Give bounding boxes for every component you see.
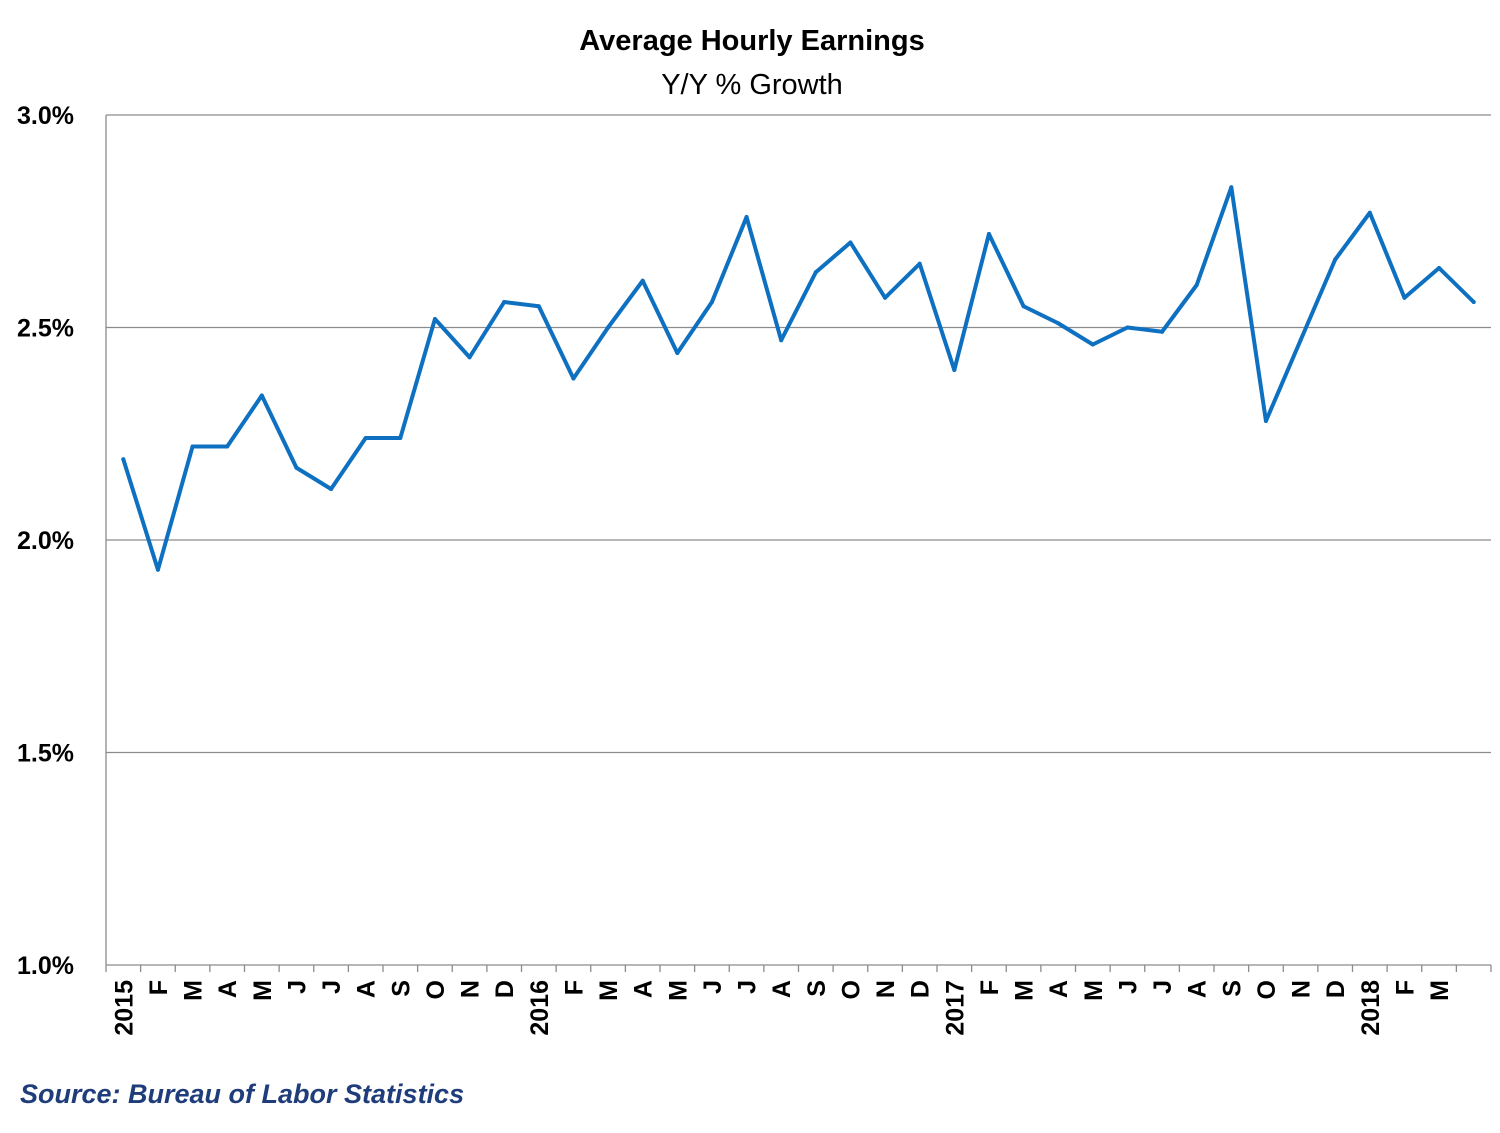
data-point bbox=[1021, 304, 1026, 309]
data-point bbox=[675, 351, 680, 355]
data-point bbox=[606, 325, 611, 330]
data-point bbox=[640, 278, 645, 283]
x-tick-label: M bbox=[249, 980, 277, 1001]
x-tick-label: J bbox=[283, 980, 311, 994]
data-point bbox=[1437, 266, 1442, 270]
x-tick-label: N bbox=[1288, 980, 1316, 998]
data-point bbox=[259, 393, 264, 398]
data-point bbox=[1090, 342, 1095, 347]
y-tick-label: 2.0% bbox=[17, 527, 74, 555]
x-tick-label: J bbox=[1114, 980, 1142, 994]
x-tick-label: A bbox=[214, 980, 242, 998]
source-note: Source: Bureau of Labor Statistics bbox=[20, 1079, 464, 1109]
x-tick-label: F bbox=[1391, 980, 1419, 995]
data-point bbox=[709, 300, 714, 304]
x-tick-label: A bbox=[353, 980, 381, 998]
x-tick-label: F bbox=[145, 980, 173, 995]
x-tick-label: D bbox=[1322, 980, 1350, 998]
x-tick-label: M bbox=[1426, 980, 1454, 1001]
data-point bbox=[294, 465, 299, 470]
data-point bbox=[571, 376, 576, 381]
data-point bbox=[1471, 300, 1476, 304]
x-tick-label: A bbox=[630, 980, 658, 998]
data-point bbox=[536, 304, 541, 309]
data-point bbox=[952, 368, 957, 372]
data-point bbox=[432, 317, 437, 321]
gridlines bbox=[106, 114, 1491, 754]
data-point bbox=[1160, 329, 1165, 334]
x-tick-label: A bbox=[1184, 980, 1212, 998]
data-point bbox=[1229, 185, 1234, 190]
data-point bbox=[502, 300, 507, 304]
data-point bbox=[744, 215, 749, 219]
x-tick-label: D bbox=[907, 980, 935, 998]
x-tick-label: S bbox=[387, 980, 415, 997]
x-tick-label: N bbox=[872, 980, 900, 998]
data-point bbox=[986, 232, 991, 236]
y-tick-label: 1.5% bbox=[17, 740, 74, 768]
x-tick-label: N bbox=[457, 980, 485, 998]
x-tick-label: D bbox=[491, 980, 519, 998]
data-point bbox=[883, 295, 888, 300]
x-axis-tick-labels: 2015 F M A M J J A S O N D 2016 F M A M J J A S O N D 2017 F M A M J J… bbox=[110, 980, 1454, 1036]
x-tick-label: S bbox=[1218, 980, 1246, 997]
data-point bbox=[329, 487, 334, 491]
data-point bbox=[467, 355, 472, 360]
chart-title: Average Hourly Earnings bbox=[579, 25, 924, 57]
x-tick-label: M bbox=[1011, 980, 1039, 1001]
x-tick-label: 2017 bbox=[941, 980, 969, 1036]
y-tick-label: 2.5% bbox=[17, 315, 74, 343]
y-tick-label: 3.0% bbox=[17, 102, 74, 130]
x-tick-label: F bbox=[976, 980, 1004, 995]
series-layer bbox=[121, 185, 1476, 572]
chart-subtitle: Y/Y % Growth bbox=[661, 69, 843, 101]
x-tick-label: J bbox=[734, 980, 762, 994]
data-point bbox=[1333, 257, 1338, 262]
x-tick-label: M bbox=[595, 980, 623, 1001]
x-tick-label: F bbox=[560, 980, 588, 995]
x-tick-label: M bbox=[1080, 980, 1108, 1001]
x-tick-label: 2018 bbox=[1357, 980, 1385, 1036]
data-point bbox=[1194, 283, 1199, 287]
data-point bbox=[190, 444, 195, 449]
x-tick-label: J bbox=[1149, 980, 1177, 994]
x-tick-label: 2015 bbox=[110, 980, 138, 1036]
data-point bbox=[363, 436, 368, 440]
data-point bbox=[155, 567, 160, 572]
axes bbox=[105, 115, 1492, 972]
x-tick-label: A bbox=[1045, 980, 1073, 998]
x-tick-label: 2016 bbox=[526, 980, 554, 1036]
x-tick-label: S bbox=[803, 980, 831, 997]
data-point bbox=[1125, 325, 1130, 330]
data-point bbox=[398, 436, 403, 440]
data-point bbox=[121, 457, 126, 462]
data-point bbox=[1402, 295, 1407, 300]
x-tick-label: O bbox=[1253, 980, 1281, 999]
data-point bbox=[1056, 321, 1061, 326]
data-point bbox=[813, 270, 818, 275]
y-tick-label: 1.0% bbox=[17, 952, 74, 980]
y-axis-tick-labels: 3.0% 2.5% 2.0% 1.5% 1.0% bbox=[17, 102, 74, 980]
data-point bbox=[848, 240, 853, 245]
x-tick-label: A bbox=[768, 980, 796, 998]
series-line bbox=[121, 185, 1476, 572]
data-point bbox=[1263, 419, 1268, 423]
x-tick-label: O bbox=[422, 980, 450, 999]
x-tick-label: J bbox=[318, 980, 346, 994]
data-point bbox=[917, 261, 922, 266]
x-tick-label: M bbox=[664, 980, 692, 1001]
data-point bbox=[779, 338, 784, 343]
data-point bbox=[1367, 210, 1372, 215]
x-tick-label: O bbox=[837, 980, 865, 999]
data-point bbox=[1298, 338, 1303, 343]
x-tick-label: M bbox=[180, 980, 208, 1001]
x-tick-label: J bbox=[699, 980, 727, 994]
data-point bbox=[225, 444, 230, 449]
